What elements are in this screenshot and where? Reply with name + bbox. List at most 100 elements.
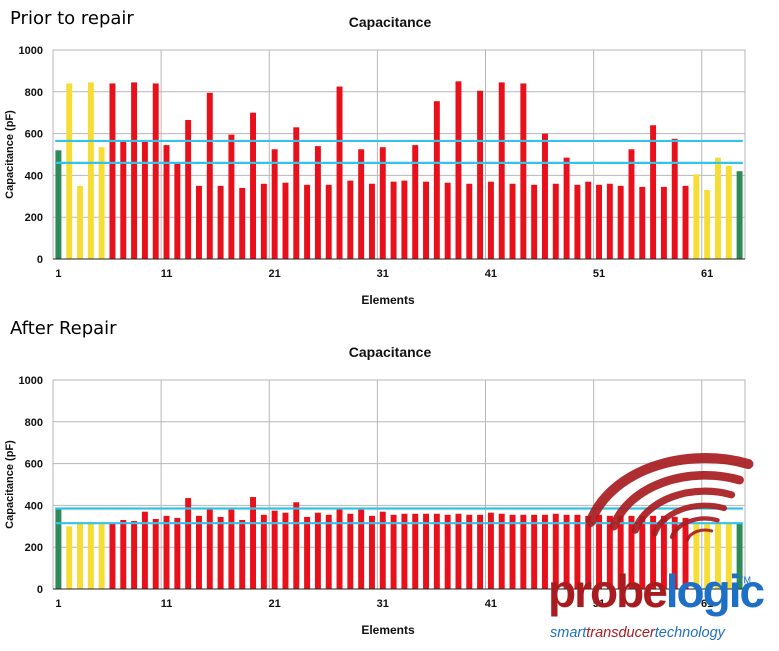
bar-element-22 bbox=[282, 512, 289, 589]
bar-element-63 bbox=[725, 523, 732, 589]
bar-element-51 bbox=[596, 514, 603, 589]
bar-element-41 bbox=[487, 181, 494, 259]
bar-element-5 bbox=[98, 524, 105, 589]
y-tick-label: 400 bbox=[25, 500, 43, 512]
x-tick-label: 31 bbox=[377, 268, 389, 280]
bar-element-16 bbox=[217, 516, 224, 589]
bar-element-13 bbox=[185, 498, 192, 589]
bar-element-64 bbox=[736, 523, 743, 589]
bar-element-40 bbox=[477, 90, 484, 259]
bar-element-44 bbox=[520, 83, 527, 259]
bar-element-7 bbox=[120, 520, 127, 589]
bar-element-10 bbox=[152, 83, 159, 259]
bar-element-56 bbox=[650, 125, 657, 260]
bar-element-46 bbox=[541, 514, 548, 589]
logo-word-probe: probe bbox=[548, 565, 667, 617]
bar-element-19 bbox=[250, 497, 257, 589]
logo-arc bbox=[631, 487, 736, 534]
bar-element-21 bbox=[271, 149, 278, 259]
bar-element-26 bbox=[325, 514, 332, 589]
bar-element-64 bbox=[736, 171, 743, 259]
svg-text:smarttransducertechnology: smarttransducertechnology bbox=[550, 625, 726, 641]
bar-element-25 bbox=[314, 512, 321, 589]
bar-element-3 bbox=[77, 185, 84, 259]
bar-element-46 bbox=[541, 133, 548, 259]
bar-element-9 bbox=[141, 511, 148, 589]
bar-element-49 bbox=[574, 514, 581, 589]
bar-element-14 bbox=[195, 515, 202, 589]
bar-element-37 bbox=[444, 514, 451, 589]
bar-element-2 bbox=[66, 526, 73, 589]
section-label-after: After Repair bbox=[10, 318, 117, 339]
bar-element-20 bbox=[260, 514, 267, 589]
bar-element-13 bbox=[185, 120, 192, 259]
bar-element-48 bbox=[563, 157, 570, 259]
logo-arc bbox=[585, 453, 754, 527]
bar-element-26 bbox=[325, 184, 332, 259]
bar-element-1 bbox=[55, 150, 62, 259]
y-tick-label: 200 bbox=[25, 542, 43, 554]
x-tick-label: 11 bbox=[161, 268, 173, 280]
x-tick-label: 41 bbox=[485, 268, 497, 280]
bar-element-20 bbox=[260, 183, 267, 259]
bar-element-17 bbox=[228, 509, 235, 589]
logo-tm: TM bbox=[738, 575, 751, 585]
bar-element-10 bbox=[152, 518, 159, 589]
y-tick-label: 0 bbox=[37, 584, 43, 596]
x-tick-label: 61 bbox=[701, 598, 713, 610]
logo-tagline-smart: smart bbox=[550, 625, 587, 641]
bar-element-30 bbox=[368, 515, 375, 589]
bar-element-41 bbox=[487, 512, 494, 589]
bar-element-54 bbox=[628, 149, 635, 259]
bar-element-8 bbox=[131, 82, 138, 260]
bar-element-45 bbox=[531, 514, 538, 589]
bar-element-18 bbox=[239, 520, 246, 589]
bar-element-8 bbox=[131, 521, 138, 589]
logo-arc bbox=[651, 502, 728, 537]
logo-word-logic: logic bbox=[666, 565, 765, 617]
section-label-prior: Prior to repair bbox=[10, 8, 134, 29]
bar-element-32 bbox=[390, 514, 397, 589]
bar-element-24 bbox=[304, 184, 311, 259]
bar-element-9 bbox=[141, 140, 148, 259]
bar-element-60 bbox=[693, 174, 700, 259]
x-tick-label: 51 bbox=[593, 598, 605, 610]
y-tick-label: 0 bbox=[37, 254, 43, 266]
bar-element-25 bbox=[314, 146, 321, 259]
bar-element-35 bbox=[423, 181, 430, 259]
y-tick-label: 600 bbox=[25, 129, 43, 141]
bar-element-59 bbox=[682, 185, 689, 259]
bar-element-31 bbox=[379, 511, 386, 589]
bar-element-40 bbox=[477, 514, 484, 589]
bar-element-58 bbox=[671, 516, 678, 589]
bar-element-27 bbox=[336, 508, 343, 589]
bar-element-53 bbox=[617, 185, 624, 259]
bar-element-43 bbox=[509, 514, 516, 589]
bar-element-12 bbox=[174, 163, 181, 259]
bar-element-53 bbox=[617, 515, 624, 589]
bar-element-56 bbox=[650, 515, 657, 589]
bar-element-44 bbox=[520, 514, 527, 589]
bar-element-4 bbox=[87, 522, 94, 589]
y-tick-label: 600 bbox=[25, 459, 43, 471]
bar-element-36 bbox=[433, 101, 440, 259]
x-tick-label: 21 bbox=[269, 598, 281, 610]
bar-element-50 bbox=[585, 515, 592, 589]
bar-element-34 bbox=[412, 513, 419, 589]
bar-element-47 bbox=[552, 183, 559, 259]
bar-element-43 bbox=[509, 183, 516, 259]
bar-element-57 bbox=[660, 515, 667, 589]
bar-element-19 bbox=[250, 112, 257, 259]
bar-element-59 bbox=[682, 517, 689, 589]
bar-element-28 bbox=[347, 513, 354, 589]
wave-arcs-icon bbox=[585, 453, 754, 542]
logo-tagline-transducer: transducer bbox=[586, 625, 656, 641]
y-axis-label: Capacitance (pF) bbox=[4, 110, 16, 199]
x-tick-label: 1 bbox=[55, 268, 61, 280]
bar-element-15 bbox=[206, 508, 213, 589]
x-tick-label: 51 bbox=[593, 268, 605, 280]
logo-arc bbox=[686, 528, 714, 542]
bar-element-23 bbox=[293, 127, 300, 259]
bar-element-6 bbox=[109, 523, 116, 589]
